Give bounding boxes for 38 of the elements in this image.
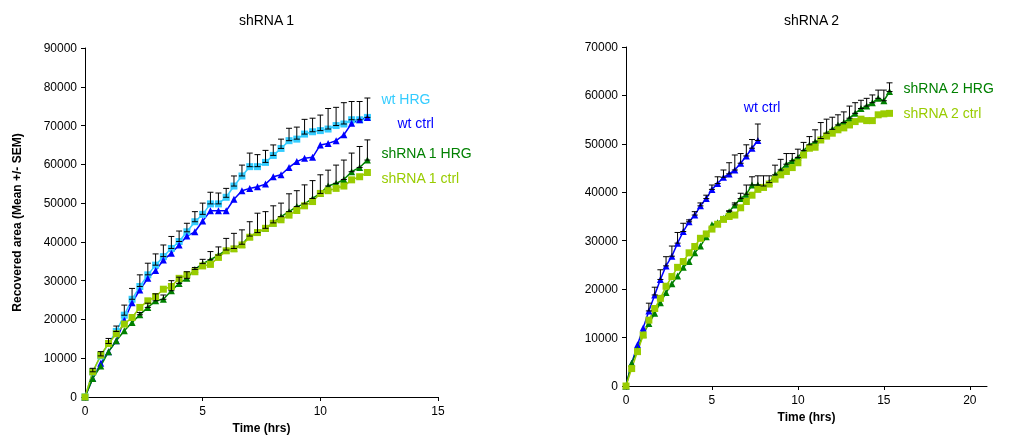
y-tick-label: 10000 (43, 351, 78, 366)
y-tick-label: 0 (611, 379, 619, 393)
y-axis-title: Recovered area (Mean +/- SEM) (10, 133, 24, 312)
x-axis-title: Time (hrs) (232, 420, 291, 435)
series-label: shRNA 2 ctrl (903, 105, 982, 122)
y-tick-label: 60000 (584, 88, 619, 103)
y-tick-label: 40000 (584, 185, 619, 200)
series-label: wt ctrl (742, 99, 781, 116)
y-tick-label: 70000 (43, 118, 78, 133)
y-tick-label: 30000 (584, 233, 619, 248)
y-tick-label: 40000 (43, 234, 78, 249)
series-label: shRNA 1 HRG (381, 145, 472, 162)
x-tick-label: 5 (708, 393, 716, 407)
series-label: wt HRG (380, 91, 431, 108)
x-tick-label: 15 (431, 404, 445, 418)
y-tick-label: 50000 (584, 136, 619, 151)
y-tick-label: 70000 (584, 40, 619, 54)
y-tick-label: 50000 (43, 196, 78, 211)
x-tick-label: 15 (877, 393, 891, 407)
y-tick-label: 20000 (584, 282, 619, 297)
y-tick-label: 20000 (43, 312, 78, 327)
y-tick-label: 80000 (43, 79, 78, 94)
x-tick-label: 10 (791, 393, 805, 407)
y-tick-label: 30000 (43, 273, 78, 288)
y-tick-label: 90000 (43, 41, 78, 55)
series-label: wt ctrl (396, 115, 434, 132)
y-tick-label: 60000 (43, 157, 78, 172)
series-label: shRNA 2 HRG (903, 79, 994, 96)
series-label: shRNA 1 ctrl (381, 170, 460, 187)
chart-title: shRNA 1 (238, 12, 295, 28)
x-tick-label: 20 (963, 393, 977, 407)
x-tick-label: 5 (199, 404, 207, 418)
x-tick-label: 0 (81, 404, 89, 418)
chart-title: shRNA 2 (783, 12, 840, 28)
x-axis-title: Time (hrs) (777, 409, 836, 424)
x-tick-label: 10 (313, 404, 328, 418)
y-tick-label: 10000 (584, 330, 619, 345)
x-tick-label: 0 (622, 393, 630, 407)
